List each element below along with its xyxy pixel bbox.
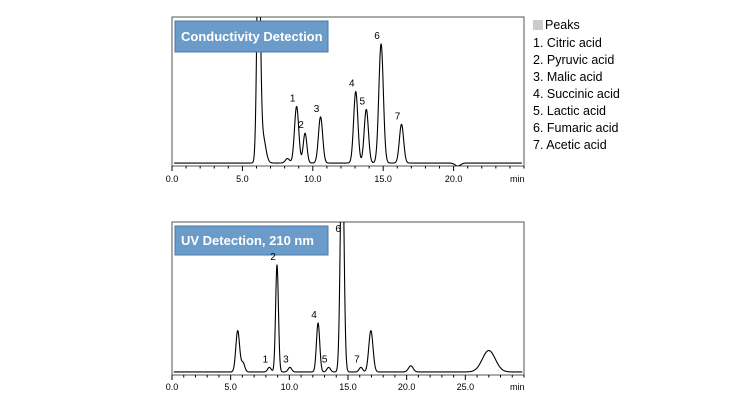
peak-label: 2 (298, 120, 304, 131)
x-tick-label: 0.0 (166, 174, 179, 184)
peak-label: 5 (360, 96, 366, 107)
x-tick-label: 15.0 (374, 174, 392, 184)
plot-frame (171, 16, 525, 167)
title-banner (174, 225, 329, 256)
legend-title: Peaks (545, 18, 580, 32)
chart-title: UV Detection, 210 nm (181, 233, 314, 248)
x-tick-label: 0.0 (166, 382, 179, 392)
x-axis-label: min (510, 174, 525, 184)
peak-labels: 1 2 3 4 5 6 7 (263, 224, 361, 365)
conductivity-panel: Conductivity Detection 0.0 5.0 10.0 15.0 20.… (166, 16, 525, 184)
x-tick-label: 5.0 (224, 382, 237, 392)
legend-item: 2. Pyruvic acid (533, 53, 614, 67)
uv-panel: UV Detection, 210 nm 0.0 5.0 10.0 15.0 20.0 2… (166, 221, 525, 392)
legend-item: 5. Lactic acid (533, 104, 606, 118)
x-axis-label: min (510, 382, 525, 392)
chromatogram-trace (173, 17, 523, 166)
peak-label: 1 (263, 354, 269, 365)
peak-label: 5 (322, 354, 328, 365)
legend-item: 1. Citric acid (533, 36, 602, 50)
x-tick-label: 5.0 (236, 174, 249, 184)
peak-label: 2 (270, 252, 276, 263)
x-tick-label: 20.0 (398, 382, 416, 392)
x-tick-label: 20.0 (445, 174, 463, 184)
x-tick-label: 10.0 (281, 382, 299, 392)
legend: Peaks 1. Citric acid 2. Pyruvic acid 3. … (533, 18, 620, 152)
peak-label: 1 (290, 93, 296, 104)
peak-label: 6 (374, 31, 380, 42)
legend-item: 7. Acetic acid (533, 138, 607, 152)
x-axis: 0.0 5.0 10.0 15.0 20.0 25.0 min (166, 375, 525, 392)
legend-item: 6. Fumaric acid (533, 121, 618, 135)
x-tick-label: 25.0 (457, 382, 475, 392)
peak-label: 3 (283, 354, 289, 365)
chart-title: Conductivity Detection (181, 29, 323, 44)
legend-item: 3. Malic acid (533, 70, 603, 84)
x-axis: 0.0 5.0 10.0 15.0 20.0 min (166, 166, 525, 184)
peak-label: 7 (395, 111, 401, 122)
peak-label: 6 (335, 224, 341, 235)
peak-label: 4 (349, 79, 355, 90)
legend-square-icon (533, 20, 543, 30)
plot-area (171, 16, 525, 167)
title-banner (174, 20, 329, 53)
legend-item: 4. Succinic acid (533, 87, 620, 101)
chromatogram-trace (173, 222, 523, 373)
x-tick-label: 10.0 (304, 174, 322, 184)
peak-label: 3 (314, 104, 320, 115)
peak-label: 4 (311, 310, 317, 321)
x-tick-label: 15.0 (339, 382, 357, 392)
peak-label: 7 (354, 354, 360, 365)
